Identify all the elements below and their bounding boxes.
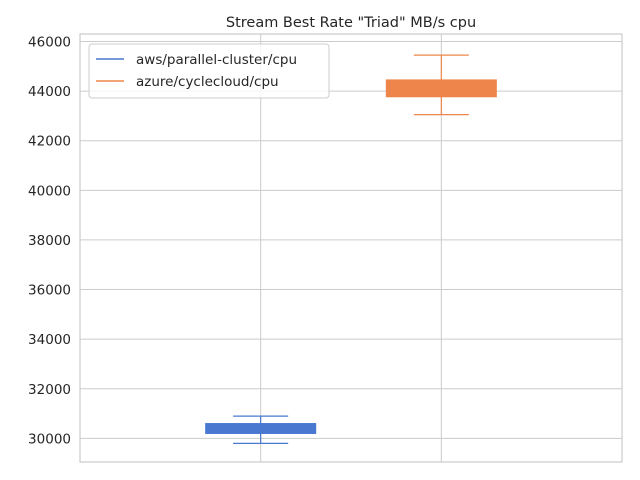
y-tick-label: 36000 bbox=[28, 283, 71, 299]
box-series bbox=[205, 54, 497, 444]
y-tick-label: 32000 bbox=[28, 382, 71, 398]
box-1 bbox=[205, 415, 317, 444]
legend-label: aws/parallel-cluster/cpu bbox=[136, 52, 297, 68]
y-axis-ticks: 30000 32000 34000 36000 38000 40000 42000 44000… bbox=[28, 34, 71, 447]
y-tick-label: 44000 bbox=[28, 84, 71, 100]
box-2 bbox=[385, 54, 497, 116]
chart-title: Stream Best Rate "Triad" MB/s cpu bbox=[226, 15, 476, 31]
y-tick-label: 34000 bbox=[28, 332, 71, 348]
legend-label: azure/cyclecloud/cpu bbox=[136, 74, 279, 90]
legend-frame bbox=[88, 43, 330, 99]
y-tick-label: 30000 bbox=[28, 431, 71, 447]
box-body bbox=[385, 79, 497, 98]
y-tick-label: 46000 bbox=[28, 34, 71, 50]
y-tick-label: 38000 bbox=[28, 233, 71, 249]
box-body bbox=[205, 423, 317, 434]
legend: aws/parallel-cluster/cpu azure/cyclecloud… bbox=[88, 43, 330, 99]
plot-area-frame bbox=[79, 33, 623, 463]
y-tick-label: 40000 bbox=[28, 183, 71, 199]
y-tick-label: 42000 bbox=[28, 134, 71, 150]
